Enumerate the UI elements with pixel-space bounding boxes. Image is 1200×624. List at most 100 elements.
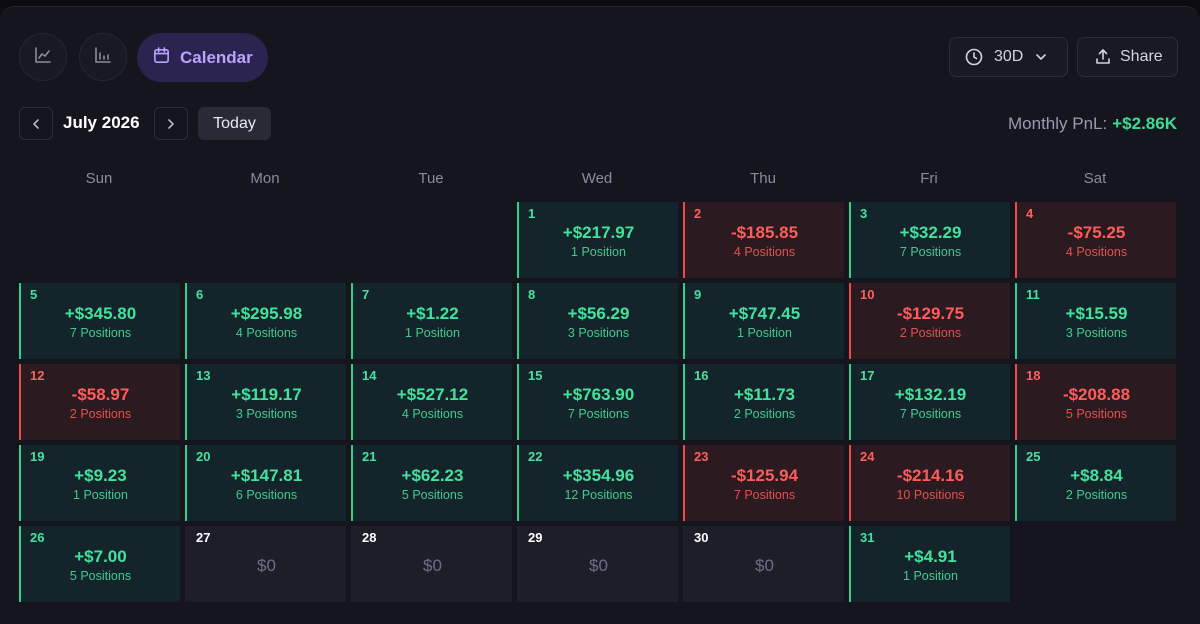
day-pnl-amount: +$527.12	[396, 385, 469, 404]
day-pnl-amount: -$75.25	[1067, 223, 1126, 242]
day-pnl-amount: +$8.84	[1070, 466, 1123, 485]
day-position-count: 7 Positions	[899, 407, 962, 421]
weekday-thu: Thu	[750, 170, 776, 187]
day-cell[interactable]: 19 +$9.23 1 Position	[19, 445, 180, 521]
day-number: 5	[30, 287, 38, 302]
day-number: 23	[694, 449, 709, 464]
prev-month-button[interactable]	[19, 107, 53, 140]
day-cell[interactable]: 26 +$7.00 5 Positions	[19, 526, 180, 602]
day-position-count: 5 Positions	[401, 488, 464, 502]
day-cell[interactable]: 12 -$58.97 2 Positions	[19, 364, 180, 440]
share-icon	[1094, 48, 1112, 66]
day-cell[interactable]: 7 +$1.22 1 Position	[351, 283, 512, 359]
day-cell[interactable]: 10 -$129.75 2 Positions	[849, 283, 1010, 359]
day-cell[interactable]: 3 +$32.29 7 Positions	[849, 202, 1010, 278]
day-pnl-amount: +$4.91	[904, 547, 957, 566]
day-pnl-amount: -$208.88	[1062, 385, 1131, 404]
day-cell[interactable]: 25 +$8.84 2 Positions	[1015, 445, 1176, 521]
day-position-count: 4 Positions	[401, 407, 464, 421]
day-cell[interactable]: 28 $0	[351, 526, 512, 602]
day-cell[interactable]: 1 +$217.97 1 Position	[517, 202, 678, 278]
day-number: 3	[860, 206, 868, 221]
calendar-view-tab[interactable]: Calendar	[137, 33, 268, 82]
bar-chart-icon	[93, 45, 113, 70]
day-pnl-amount: +$217.97	[562, 223, 635, 242]
day-pnl-amount: +$11.73	[734, 385, 795, 404]
day-pnl-amount: -$214.16	[896, 466, 965, 485]
day-position-count: 7 Positions	[899, 245, 962, 259]
day-cell[interactable]: 23 -$125.94 7 Positions	[683, 445, 844, 521]
day-cell[interactable]: 17 +$132.19 7 Positions	[849, 364, 1010, 440]
day-position-count: 4 Positions	[1065, 245, 1128, 259]
day-number: 20	[196, 449, 211, 464]
day-position-count: 7 Positions	[567, 407, 630, 421]
day-pnl-amount: +$132.19	[894, 385, 967, 404]
range-label: 30D	[994, 48, 1024, 65]
pnl-calendar-panel: Calendar 30D Share July 2	[0, 6, 1200, 624]
day-cell[interactable]: 16 +$11.73 2 Positions	[683, 364, 844, 440]
day-cell[interactable]: 29 $0	[517, 526, 678, 602]
day-cell[interactable]: 2 -$185.85 4 Positions	[683, 202, 844, 278]
day-cell[interactable]: 31 +$4.91 1 Position	[849, 526, 1010, 602]
day-position-count: 2 Positions	[733, 407, 796, 421]
share-label: Share	[1120, 48, 1163, 65]
day-number: 12	[30, 368, 45, 383]
day-position-count: 3 Positions	[1065, 326, 1128, 340]
day-pnl-amount: +$147.81	[230, 466, 303, 485]
chevron-left-icon	[29, 117, 43, 131]
today-button[interactable]: Today	[198, 107, 271, 140]
line-chart-icon	[33, 45, 53, 70]
day-cell[interactable]: 22 +$354.96 12 Positions	[517, 445, 678, 521]
monthly-pnl-label: Monthly PnL:	[1008, 114, 1108, 133]
weekday-sun: Sun	[85, 170, 113, 187]
day-pnl-amount: -$125.94	[730, 466, 799, 485]
day-number: 30	[694, 530, 709, 545]
day-position-count: 4 Positions	[235, 326, 298, 340]
day-cell[interactable]: 20 +$147.81 6 Positions	[185, 445, 346, 521]
weekday-mon: Mon	[250, 170, 280, 187]
calendar-tab-label: Calendar	[180, 47, 253, 67]
day-pnl-amount: $0	[257, 556, 276, 575]
day-cell[interactable]: 30 $0	[683, 526, 844, 602]
day-position-count: 4 Positions	[733, 245, 796, 259]
weekday-tue: Tue	[418, 170, 444, 187]
day-cell[interactable]: 6 +$295.98 4 Positions	[185, 283, 346, 359]
day-pnl-amount: -$58.97	[71, 385, 130, 404]
day-cell[interactable]: 13 +$119.17 3 Positions	[185, 364, 346, 440]
day-pnl-amount: +$295.98	[230, 304, 303, 323]
day-cell[interactable]: 9 +$747.45 1 Position	[683, 283, 844, 359]
day-cell[interactable]: 27 $0	[185, 526, 346, 602]
day-number: 10	[860, 287, 875, 302]
day-cell[interactable]: 21 +$62.23 5 Positions	[351, 445, 512, 521]
day-position-count: 1 Position	[737, 326, 792, 340]
day-cell[interactable]: 5 +$345.80 7 Positions	[19, 283, 180, 359]
day-position-count: 1 Position	[73, 488, 128, 502]
day-position-count: 7 Positions	[69, 326, 132, 340]
day-cell[interactable]: 8 +$56.29 3 Positions	[517, 283, 678, 359]
share-button[interactable]: Share	[1077, 37, 1178, 77]
day-pnl-amount: +$62.23	[401, 466, 464, 485]
day-cell[interactable]: 18 -$208.88 5 Positions	[1015, 364, 1176, 440]
monthly-pnl: Monthly PnL: +$2.86K	[1008, 114, 1177, 134]
day-pnl-amount: +$763.90	[562, 385, 635, 404]
day-number: 25	[1026, 449, 1041, 464]
day-pnl-amount: +$119.17	[231, 385, 302, 404]
range-dropdown[interactable]: 30D	[949, 37, 1068, 77]
day-cell[interactable]: 4 -$75.25 4 Positions	[1015, 202, 1176, 278]
day-position-count: 6 Positions	[235, 488, 298, 502]
day-cell[interactable]: 11 +$15.59 3 Positions	[1015, 283, 1176, 359]
next-month-button[interactable]	[154, 107, 188, 140]
day-number: 21	[362, 449, 377, 464]
day-number: 9	[694, 287, 702, 302]
day-cell[interactable]: 14 +$527.12 4 Positions	[351, 364, 512, 440]
day-cell[interactable]: 24 -$214.16 10 Positions	[849, 445, 1010, 521]
day-cell[interactable]: 15 +$763.90 7 Positions	[517, 364, 678, 440]
day-number: 4	[1026, 206, 1034, 221]
line-chart-view-button[interactable]	[19, 33, 67, 81]
bar-chart-view-button[interactable]	[79, 33, 127, 81]
day-position-count: 2 Positions	[1065, 488, 1128, 502]
day-position-count: 2 Positions	[69, 407, 132, 421]
day-pnl-amount: +$15.59	[1065, 304, 1128, 323]
day-number: 17	[860, 368, 875, 383]
weekday-fri: Fri	[920, 170, 938, 187]
